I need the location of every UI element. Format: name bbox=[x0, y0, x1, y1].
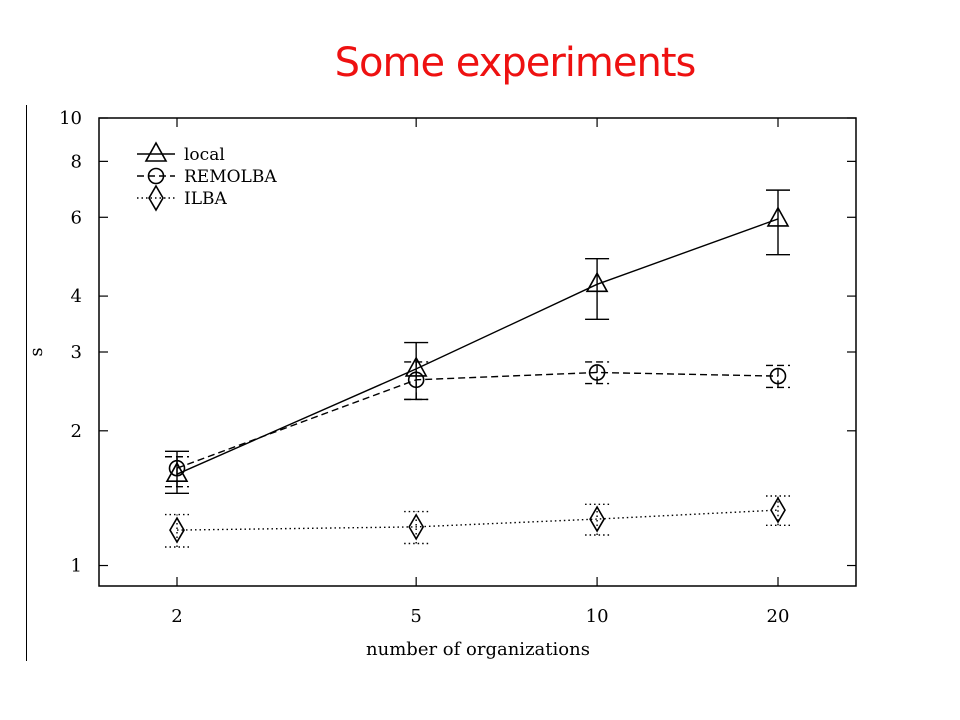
y-tick-label: 2 bbox=[71, 421, 82, 442]
series-line bbox=[176, 509, 779, 531]
data-point-circle bbox=[769, 367, 787, 385]
x-tick-label: 10 bbox=[586, 606, 609, 627]
y-tick-label: 8 bbox=[71, 151, 82, 172]
series-ilba bbox=[165, 495, 790, 548]
data-point-triangle bbox=[766, 206, 790, 227]
data-point-circle bbox=[588, 364, 606, 381]
legend-label: ILBA bbox=[184, 189, 227, 209]
legend-label: REMOLBA bbox=[184, 167, 277, 187]
data-point-diamond bbox=[770, 496, 786, 524]
left-divider-rule bbox=[26, 105, 27, 661]
x-tick-label: 5 bbox=[410, 606, 421, 627]
legend-label: local bbox=[184, 145, 225, 165]
x-tick-label: 20 bbox=[767, 606, 790, 627]
y-tick-labels: 1 2 3 4 6 8 10 bbox=[59, 108, 82, 577]
y-axis-label: s bbox=[26, 347, 47, 356]
data-point-circle bbox=[168, 459, 186, 477]
data-point-triangle bbox=[585, 271, 609, 293]
data-point-diamond bbox=[589, 505, 606, 533]
data-point-diamond bbox=[408, 513, 425, 541]
series-local bbox=[165, 189, 790, 495]
y-tick-label: 4 bbox=[71, 286, 82, 307]
legend-marker-diamond bbox=[148, 184, 164, 212]
data-point-circle bbox=[407, 371, 425, 389]
y-tick-label: 10 bbox=[59, 108, 82, 129]
x-axis-label: number of organizations bbox=[366, 639, 590, 660]
series-line bbox=[176, 371, 779, 469]
x-tick-labels: 2 5 10 20 bbox=[171, 606, 789, 627]
slide-title: Some experiments bbox=[334, 40, 697, 86]
axis-ticks bbox=[99, 117, 856, 586]
x-tick-label: 2 bbox=[171, 606, 182, 627]
series-remolba bbox=[165, 361, 790, 488]
y-tick-label: 3 bbox=[71, 342, 82, 363]
series-line bbox=[176, 218, 779, 475]
data-point-diamond bbox=[169, 516, 185, 544]
legend-marker-triangle bbox=[144, 141, 168, 162]
series-layer bbox=[165, 189, 790, 548]
legend-marker-circle bbox=[147, 167, 165, 185]
y-tick-label: 6 bbox=[71, 207, 82, 228]
y-tick-label: 1 bbox=[71, 556, 82, 577]
